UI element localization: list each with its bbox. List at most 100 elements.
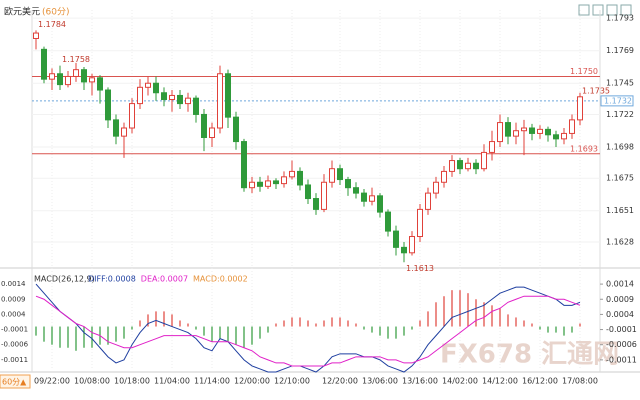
candle-body	[337, 168, 343, 181]
candle-body	[209, 127, 215, 139]
x-tick-label: 14/02:00	[442, 377, 478, 386]
y-tick-label: 1.1793	[606, 14, 634, 23]
x-tick-label: 16/12:00	[522, 377, 558, 386]
candle-body	[425, 192, 431, 210]
y-tick-label: 0.0004	[606, 310, 634, 319]
indicator-line	[35, 283, 581, 373]
candle-body	[33, 32, 39, 39]
price-annotation: 1.1613	[406, 264, 434, 273]
x-tick-label: 10/08:00	[74, 377, 110, 386]
candle-body	[217, 73, 223, 129]
candle-body	[289, 170, 295, 178]
candle-body	[569, 119, 575, 134]
candle-body	[201, 113, 207, 138]
candle-body	[129, 103, 135, 129]
candle-body	[73, 69, 79, 77]
period-tag-box[interactable]	[0, 374, 31, 389]
y-tick-label: 0.0004	[1, 310, 26, 318]
candle-body	[177, 94, 183, 105]
icon-button[interactable]	[592, 4, 604, 16]
y-tick-label: -0.0006	[606, 340, 637, 349]
candle-body	[193, 97, 199, 115]
candle-body	[561, 132, 567, 140]
candle-body	[513, 130, 519, 137]
y-tick-label: 1.1675	[606, 174, 634, 183]
candle-body	[433, 181, 439, 194]
candle-body	[385, 211, 391, 232]
candle-body	[257, 181, 263, 187]
candle-body	[185, 97, 191, 105]
x-tick-label: 17/08:00	[562, 377, 598, 386]
chart-title: 欧元美元	[4, 6, 40, 18]
period-tag[interactable]: 60分▲	[2, 378, 27, 387]
price-annotation: 1.1758	[62, 55, 90, 64]
level-label: 1.1732	[604, 96, 632, 105]
candle-body	[409, 236, 415, 254]
candle-body	[393, 230, 399, 248]
candle-body	[369, 195, 375, 202]
candle-body	[521, 127, 527, 132]
candle-body	[353, 187, 359, 194]
candle-body	[265, 180, 271, 187]
y-tick-label: -0.0011	[606, 355, 637, 364]
x-tick-label: 12/20:00	[322, 377, 358, 386]
y-tick-label: -0.0001	[1, 326, 28, 334]
toolbar[interactable]	[578, 4, 632, 16]
legend-entry: DIFF:0.0008	[88, 275, 136, 284]
y-tick-label: 0.0014	[606, 280, 634, 289]
candle-body	[169, 94, 175, 101]
candle-body	[305, 184, 311, 200]
candle-body	[225, 73, 231, 118]
indicator-line	[35, 295, 581, 367]
candle-body	[481, 151, 487, 170]
candle-body	[449, 160, 455, 172]
candle-body	[553, 134, 559, 140]
candle-body	[401, 246, 407, 254]
y-tick-label: 0.0014	[1, 280, 26, 288]
candle-body	[145, 82, 151, 88]
candle-body	[465, 162, 471, 170]
icon-button[interactable]	[578, 4, 590, 16]
x-tick-label: 10/18:00	[114, 377, 150, 386]
candle-body	[121, 127, 127, 137]
candle-body	[49, 73, 55, 80]
y-tick-label: 1.1651	[606, 206, 634, 215]
candle-body	[497, 122, 503, 143]
candle-body	[329, 168, 335, 183]
candle-body	[65, 75, 71, 86]
candle-body	[153, 82, 159, 94]
y-tick-label: 1.1698	[606, 142, 634, 151]
candle-body	[105, 89, 111, 121]
y-tick-label: -0.0006	[1, 341, 29, 349]
level-label: 1.1693	[570, 144, 598, 153]
candle-body	[273, 180, 279, 185]
candle-body	[529, 127, 535, 134]
candle-body	[281, 176, 287, 185]
candle-body	[57, 73, 63, 86]
price-annotation: 1.1784	[38, 20, 66, 29]
y-tick-label: 1.1722	[606, 110, 634, 119]
x-tick-label: 11/14:00	[194, 377, 230, 386]
level-label: 1.1750	[570, 67, 598, 76]
icon-button[interactable]	[606, 4, 618, 16]
y-tick-label: 1.1745	[606, 79, 634, 88]
y-tick-label: -0.0011	[1, 356, 28, 364]
x-tick-label: 12/10:00	[274, 377, 310, 386]
candle-body	[297, 170, 303, 186]
x-tick-label: 11/04:00	[154, 377, 190, 386]
icon-button[interactable]	[620, 4, 632, 16]
candle-body	[97, 77, 103, 91]
y-tick-label: 1.1769	[606, 46, 634, 55]
candle-body	[457, 160, 463, 170]
candle-body	[577, 96, 583, 121]
candle-body	[537, 128, 543, 134]
price-annotation: 1.1735	[582, 86, 610, 95]
candle-body	[113, 119, 119, 137]
candle-body	[505, 122, 511, 137]
x-tick-label: 14/12:00	[482, 377, 518, 386]
y-tick-label: -0.0001	[606, 325, 637, 334]
candle-body	[241, 141, 247, 189]
candle-body	[137, 86, 143, 105]
